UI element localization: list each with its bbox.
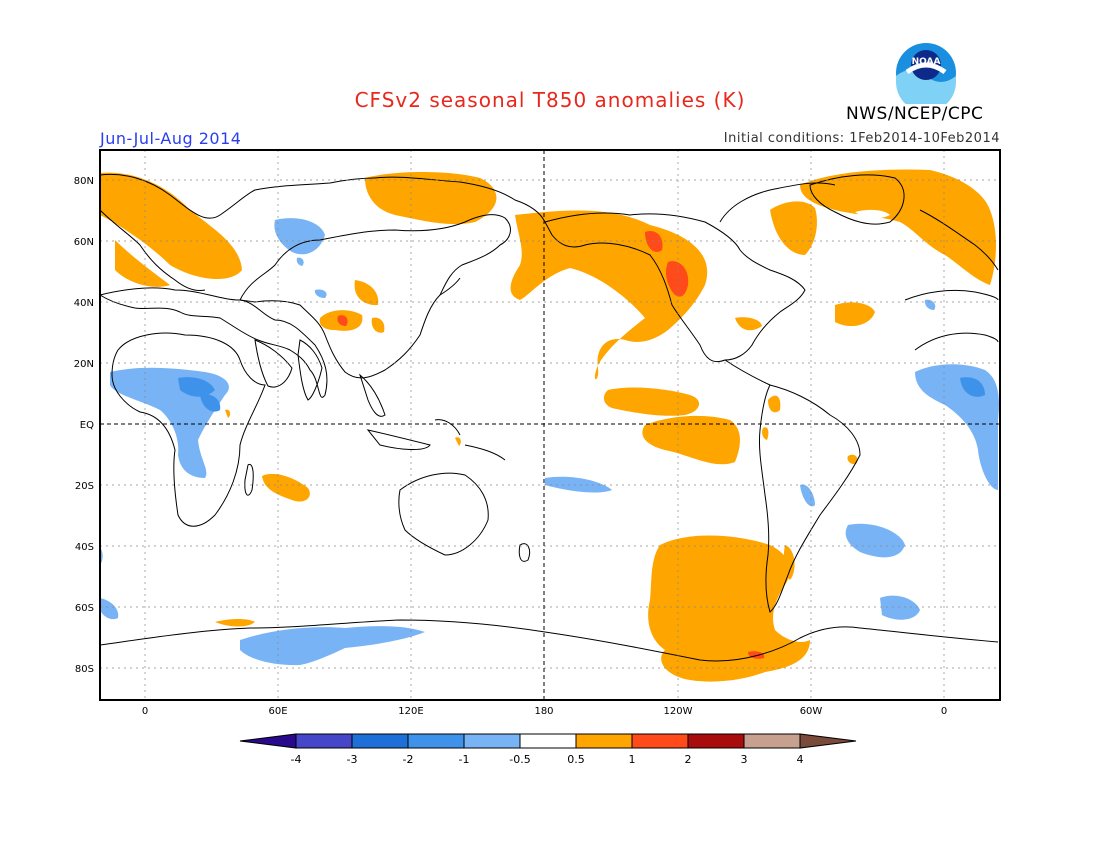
legend-label: 1 [629, 753, 636, 766]
lat-label: 80S [75, 664, 94, 675]
legend-label: -3 [347, 753, 358, 766]
lat-label: 20N [74, 359, 94, 370]
legend-swatch [407, 733, 465, 749]
legend-swatches [239, 733, 857, 749]
legend-swatch [519, 733, 577, 749]
legend-label: -2 [403, 753, 414, 766]
anomaly-fields [100, 169, 999, 682]
lat-label: 80N [74, 176, 94, 187]
legend-label: 2 [685, 753, 692, 766]
legend-swatch [687, 733, 745, 749]
legend-labels: -4 -3 -2 -1 -0.5 0.5 1 2 3 4 [291, 753, 804, 766]
legend-label: 3 [741, 753, 748, 766]
lat-label: 40N [74, 298, 94, 309]
longitude-labels: 0 60E 120E 180 120W 60W 0 [142, 706, 947, 717]
lon-label: 180 [534, 706, 553, 717]
lat-label: EQ [80, 420, 94, 431]
lat-label: 20S [75, 481, 94, 492]
noaa-logo: NOAA [896, 43, 956, 104]
legend-label: 0.5 [567, 753, 585, 766]
coastlines [98, 173, 999, 662]
lat-label: 40S [75, 542, 94, 553]
legend-label: 4 [797, 753, 804, 766]
agency-label: NWS/NCEP/CPC [846, 104, 984, 124]
legend-swatch [239, 733, 297, 749]
latitude-labels: 80N 60N 40N 20N EQ 20S 40S 60S 80S [74, 176, 94, 675]
legend-label: -0.5 [509, 753, 530, 766]
lat-label: 60N [74, 237, 94, 248]
legend-swatch [575, 733, 633, 749]
legend-swatch [351, 733, 409, 749]
initial-conditions-label: Initial conditions: 1Feb2014-10Feb2014 [723, 131, 1000, 146]
legend-swatch [743, 733, 801, 749]
equator-dateline [100, 150, 1000, 700]
lon-label: 60E [268, 706, 287, 717]
lon-label: 120W [664, 706, 693, 717]
logo-text: NOAA [912, 57, 941, 67]
legend-swatch [799, 733, 857, 749]
season-label: Jun-Jul-Aug 2014 [100, 129, 242, 148]
graticule [100, 150, 1000, 700]
chart-title: CFSv2 seasonal T850 anomalies (K) [354, 88, 746, 112]
legend-swatch [463, 733, 521, 749]
legend-label: -1 [459, 753, 470, 766]
lon-label: 0 [142, 706, 148, 717]
lon-label: 120E [398, 706, 423, 717]
map-frame [99, 149, 1001, 701]
legend-label: -4 [291, 753, 302, 766]
lon-label: 60W [800, 706, 823, 717]
lon-label: 0 [941, 706, 947, 717]
legend-swatch [631, 733, 689, 749]
legend-swatch [295, 733, 353, 749]
lat-label: 60S [75, 603, 94, 614]
